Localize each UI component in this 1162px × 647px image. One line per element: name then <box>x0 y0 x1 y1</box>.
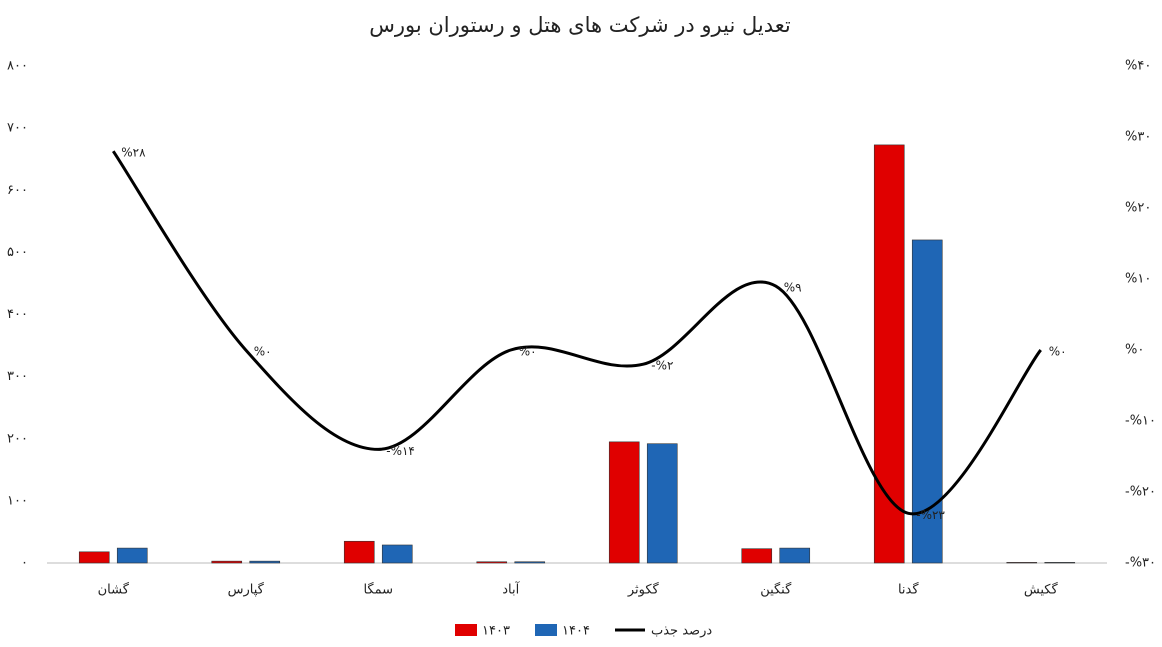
bar <box>608 441 640 564</box>
x-tick-label: گکیش <box>1024 582 1059 598</box>
data-label: -%۲ <box>651 359 673 373</box>
legend-swatch <box>455 624 477 636</box>
y-tick-label: ۷۰۰ <box>7 121 28 136</box>
y-tick-label: ۵۰۰ <box>7 245 28 260</box>
y-tick-label: ۴۰۰ <box>7 307 28 322</box>
x-tick-label: گپارس <box>228 582 265 598</box>
x-tick-label: آباد <box>502 581 520 598</box>
chart-title: تعدیل نیرو در شرکت های هتل و رستوران بور… <box>369 13 791 37</box>
bar <box>1006 562 1038 564</box>
data-label: %۲۸ <box>121 146 146 160</box>
data-label: %۰ <box>1049 345 1067 359</box>
y2-tick-label: %۲۰ <box>1125 201 1151 216</box>
data-label: %۰ <box>519 345 537 359</box>
bar <box>741 548 773 564</box>
data-label: -%۱۴ <box>386 444 415 458</box>
bar <box>343 540 375 564</box>
legend-label: درصد جذب <box>651 624 712 639</box>
x-tick-label: گدنا <box>898 582 919 598</box>
x-tick-label: سمگا <box>363 582 393 598</box>
y2-tick-label: %۱۰ <box>1125 272 1151 287</box>
legend-label: ۱۴۰۴ <box>562 624 590 639</box>
bar <box>116 547 148 564</box>
data-label: -%۲۳ <box>916 508 945 522</box>
bar <box>78 551 110 564</box>
legend-swatch <box>535 624 557 636</box>
legend-label: ۱۴۰۳ <box>482 624 510 639</box>
y2-tick-label: -%۱۰ <box>1125 414 1156 429</box>
x-tick-label: گنگین <box>760 582 792 598</box>
y2-tick-label: %۴۰ <box>1125 59 1151 74</box>
bar <box>779 547 811 564</box>
bar <box>476 561 508 564</box>
bar <box>1044 562 1076 564</box>
data-label: %۰ <box>254 345 272 359</box>
bar <box>249 560 281 564</box>
y-tick-label: ۶۰۰ <box>7 183 28 198</box>
y-tick-label: ۸۰۰ <box>7 59 28 74</box>
bar <box>514 561 546 564</box>
data-label: %۹ <box>784 281 802 295</box>
y-tick-label: ۰ <box>21 556 28 571</box>
bar <box>646 443 678 564</box>
y2-tick-label: %۳۰ <box>1125 130 1151 145</box>
y-tick-label: ۱۰۰ <box>7 493 28 508</box>
y2-tick-label: -%۲۰ <box>1125 485 1156 500</box>
line <box>112 150 1042 516</box>
x-tick-label: گکوثر <box>627 582 660 598</box>
y2-tick-label: -%۳۰ <box>1125 556 1156 571</box>
y-tick-label: ۲۰۰ <box>7 431 28 446</box>
bar <box>873 144 905 564</box>
y-tick-label: ۳۰۰ <box>7 369 28 384</box>
bar <box>211 560 243 564</box>
x-tick-label: گشان <box>98 582 130 598</box>
bar <box>381 544 413 564</box>
y2-tick-label: %۰ <box>1125 343 1144 358</box>
